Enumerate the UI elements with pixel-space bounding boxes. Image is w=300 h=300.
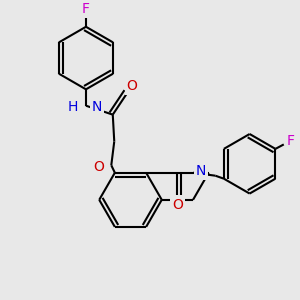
- Text: H: H: [67, 100, 78, 114]
- Text: O: O: [172, 198, 183, 212]
- Text: F: F: [82, 2, 90, 16]
- Text: N: N: [92, 100, 102, 114]
- Text: O: O: [127, 79, 138, 93]
- Text: N: N: [196, 164, 206, 178]
- Text: F: F: [287, 134, 295, 148]
- Text: O: O: [93, 160, 104, 174]
